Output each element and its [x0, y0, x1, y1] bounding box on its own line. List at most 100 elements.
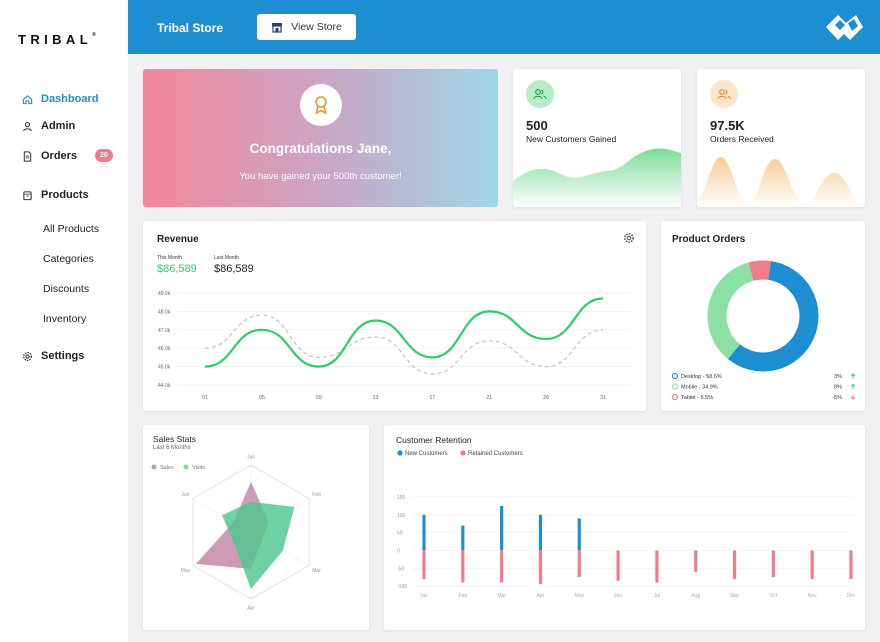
sidebar-item-label: Settings	[41, 350, 85, 362]
legend-label: New Customers	[405, 451, 448, 457]
sidebar-item-label: Dashboard	[41, 93, 99, 105]
x-tick-label: Mar	[497, 593, 506, 599]
retained-customers-bar	[422, 550, 426, 579]
radar-axis-label: Apr	[247, 606, 255, 612]
retained-customers-bar	[538, 550, 543, 585]
donut-slice-desktop	[727, 261, 819, 372]
product-orders-card: Product Orders Desktop - 58.6% 3% Mobile -…	[661, 221, 865, 411]
legend-label: Desktop - 58.6%	[681, 374, 722, 380]
x-tick-label: Jan	[420, 593, 428, 599]
retained-customers-bar	[732, 550, 737, 579]
product-orders-title: Product Orders	[672, 234, 746, 245]
sidebar-item-admin[interactable]: Admin	[22, 120, 75, 132]
arrow-up-icon	[850, 383, 856, 389]
y-tick-label: 150	[397, 495, 406, 501]
sidebar-item-label: Products	[41, 189, 89, 201]
y-tick-label: 44.0k	[158, 383, 171, 389]
last-month-label: Last Month	[214, 255, 239, 261]
x-tick-label: 17	[429, 395, 435, 401]
settings-gear-icon[interactable]	[623, 232, 635, 244]
sidebar-item-settings[interactable]: Settings	[22, 350, 84, 362]
radar-axis-label: May	[181, 568, 191, 574]
legend-label: Sales	[160, 465, 174, 471]
retained-customers-bar	[771, 550, 775, 578]
revenue-line-chart: 49.0k 48.0k 47.0k 46.0k 45.0k 44.0k 01 05 09 13 17…	[158, 291, 631, 401]
sales-stats-subtitle: Last 6 Months	[153, 445, 191, 451]
sidebar-item-dashboard[interactable]: Dashboard	[22, 93, 98, 105]
y-tick-label: 100	[397, 513, 406, 519]
sidebar-item-orders[interactable]: Orders 20	[22, 149, 113, 162]
radar-axis-label: Mar	[312, 568, 321, 574]
sales-stats-radar-chart: Jan Feb Mar Apr May Jun Sales Visits	[151, 454, 321, 612]
orders-label: Orders Received	[710, 134, 774, 144]
x-tick-label: 26	[543, 395, 549, 401]
customers-area-chart	[513, 148, 681, 207]
radar-axis-label: Jun	[181, 492, 189, 498]
arrow-up-icon	[850, 373, 856, 379]
x-tick-label: Aug	[691, 593, 700, 599]
x-tick-label: Oct	[769, 593, 777, 599]
orders-value: 97.5K	[710, 118, 745, 133]
legend-change: 8%	[834, 385, 842, 391]
congratulations-banner: Congratulations Jane, You have gained yo…	[143, 69, 498, 207]
legend-label: Mobile - 34.9%	[681, 385, 718, 391]
x-tick-label: Apr	[537, 593, 545, 599]
home-icon	[22, 94, 33, 104]
new-customers-bar	[538, 514, 543, 551]
x-tick-label: 31	[600, 395, 606, 401]
legend-marker	[460, 450, 466, 456]
product-orders-donut-chart: Desktop - 58.6% 3% Mobile - 34.9% 8% Tablet …	[671, 260, 856, 401]
sidebar-subitem-inventory[interactable]: Inventory	[43, 313, 87, 325]
sidebar-subitem-categories[interactable]: Categories	[43, 253, 94, 265]
document-icon	[23, 150, 32, 162]
arrow-down-icon	[850, 394, 856, 400]
sidebar: TRIBAL® Dashboard Admin Orders 20 Produc…	[0, 0, 128, 642]
revenue-title: Revenue	[157, 234, 199, 245]
new-customers-bar	[422, 514, 426, 551]
sidebar-subitem-discounts[interactable]: Discounts	[43, 283, 90, 295]
x-tick-label: 01	[202, 395, 208, 401]
last-month-value: $86,589	[214, 263, 254, 275]
legend-label: Retained Customers	[468, 451, 523, 457]
customer-retention-bar-chart: 150 100 50 0 -50 -100 Jan Feb Mar Apr May Jun Jul Aug…	[397, 450, 856, 599]
legend-marker	[671, 393, 679, 401]
tribal-brand-icon[interactable]	[824, 13, 864, 41]
x-tick-label: Jul	[654, 593, 660, 599]
donut-slice-mobile	[707, 262, 754, 360]
new-customers-bar	[461, 525, 465, 551]
new-customers-card: 500 New Customers Gained	[513, 69, 681, 207]
legend-change: 3%	[834, 374, 842, 380]
radar-axis-label: Jan	[247, 454, 255, 460]
retained-customers-bar	[694, 550, 698, 572]
revenue-card: Revenue This Month $86,589 Last Month $8…	[143, 221, 646, 411]
legend-marker	[183, 464, 189, 470]
retained-customers-bar	[461, 550, 465, 583]
sidebar-subitem-all-products[interactable]: All Products	[43, 223, 100, 235]
customers-label: New Customers Gained	[526, 134, 617, 144]
view-store-button[interactable]: View Store	[257, 14, 356, 40]
x-tick-label: Sep	[730, 593, 739, 599]
y-tick-label: -100	[397, 584, 407, 590]
users-icon	[526, 80, 554, 108]
x-tick-label: Dec	[847, 593, 856, 599]
radar-axis-label: Feb	[312, 492, 321, 498]
store-title: Tribal Store	[157, 21, 224, 35]
last-month-series-line	[204, 314, 604, 375]
sidebar-item-products[interactable]: Products	[22, 189, 89, 201]
brand-logo[interactable]: TRIBAL®	[18, 32, 96, 47]
legend-marker	[671, 383, 679, 390]
sales-stats-title: Sales Stats	[153, 434, 196, 444]
this-month-series-line	[204, 297, 604, 368]
x-tick-label: Jun	[614, 593, 622, 599]
legend-marker	[671, 372, 679, 380]
retention-title: Customer Retention	[396, 435, 472, 445]
x-tick-label: 13	[373, 395, 379, 401]
y-tick-label: -50	[397, 566, 404, 572]
retained-customers-bar	[500, 550, 504, 583]
retained-customers-bar	[655, 550, 659, 583]
gear-icon	[23, 351, 32, 361]
box-icon	[23, 190, 32, 200]
donut-slice-tablet	[748, 260, 771, 281]
x-tick-label: 21	[486, 395, 492, 401]
orders-count-badge: 20	[95, 149, 113, 162]
